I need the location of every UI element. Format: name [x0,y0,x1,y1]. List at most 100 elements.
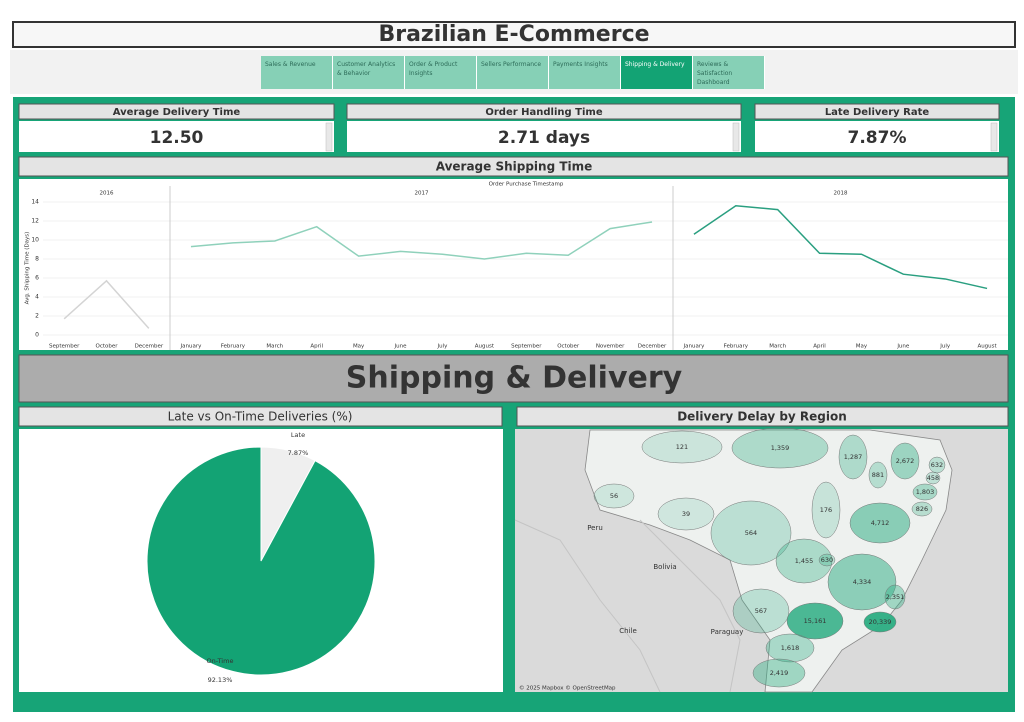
region-label: 2,351 [886,593,905,601]
kpi-header [18,103,335,120]
x-tick-label: January [180,344,203,350]
line-series [63,279,150,329]
kpi-header [346,103,742,120]
x-tick-label: November [596,344,625,350]
panel-label: 2016 [100,191,114,197]
region-shape [911,501,933,517]
kpi-box [19,121,334,152]
y-tick-label: 10 [31,237,39,244]
slice-label: On-Time [207,657,234,665]
slice-value: 7.87% [288,449,309,457]
line-series [693,205,988,290]
region-shape [827,553,897,611]
x-axis-title: Order Purchase Timestamp [489,182,564,188]
x-tick-label: June [896,344,910,350]
x-tick-label: May [856,344,868,350]
region-shape [593,483,635,509]
region-shape [838,434,868,480]
nav-tab[interactable]: Customer Analytics & Behavior [333,56,405,89]
x-tick-label: March [266,344,283,350]
x-tick-label: February [724,344,749,350]
region-label: 2,672 [896,457,915,465]
x-tick-label: May [353,344,365,350]
slice-label: Late [291,431,305,439]
region-label: 564 [745,529,757,537]
nav-tab[interactable]: Payments Insights [549,56,621,89]
scrollbar [990,122,998,152]
section-title: Shipping & Delivery [346,361,683,396]
region-label: 1,455 [795,557,814,565]
line-chart-area [19,179,1008,350]
nav-tab[interactable]: Reviews & Satisfaction Dashboard [693,56,765,89]
region-shape [732,588,790,634]
region-shape [849,502,911,544]
x-tick-label: September [511,344,542,350]
y-tick-label: 2 [35,313,39,320]
nav-tab[interactable]: Order & Product Insights [405,56,477,89]
place-label: Chile [619,627,637,635]
header-box [12,21,1016,48]
nav-tab[interactable]: Sales & Revenue [261,56,333,89]
region-label: 826 [916,505,928,513]
border-line [639,519,741,693]
x-tick-label: June [394,344,408,350]
x-tick-label: December [135,344,164,350]
region-label: 56 [610,492,618,500]
panel-label: 2018 [834,191,848,197]
region-label: 1,803 [916,488,935,496]
region-label: 458 [927,474,939,482]
region-shape [863,611,897,633]
section-banner [18,354,1009,403]
scrollbar [732,122,740,152]
chart-title: Late vs On-Time Deliveries (%) [168,410,353,424]
panel-label: 2017 [415,191,429,197]
region-label: 15,161 [804,617,827,625]
region-label: 4,334 [853,578,872,586]
slice-value: 92.13% [208,676,233,684]
x-tick-label: April [310,344,323,350]
region-shape [884,584,906,610]
map-attribution: © 2025 Mapbox © OpenStreetMap [519,685,616,692]
region-shape [775,538,833,584]
line-series [190,221,653,260]
region-shape [890,442,920,480]
x-tick-label: December [638,344,667,350]
x-tick-label: September [49,344,80,350]
x-tick-label: July [939,344,951,350]
page-title: Brazilian E-Commerce [378,22,649,47]
kpi-value: 12.50 [150,128,204,148]
kpi-header [754,103,1000,120]
x-tick-label: October [95,344,118,350]
region-shape [912,483,938,501]
place-label: Peru [587,524,603,532]
place-label: Paraguay [711,628,744,636]
chart-header [516,406,1009,427]
kpi-label: Average Delivery Time [113,107,241,118]
region-label: 176 [820,506,832,514]
region-label: 20,339 [869,618,892,626]
y-tick-label: 14 [31,199,39,206]
x-tick-label: April [813,344,826,350]
region-label: 567 [755,607,767,615]
x-tick-label: January [683,344,706,350]
region-shape [752,658,806,688]
region-shape [765,633,815,663]
region-label: 630 [821,556,833,564]
chart-header [18,156,1009,177]
x-tick-label: August [475,344,495,350]
region-shape [925,471,941,485]
nav-tab[interactable]: Shipping & Delivery [621,56,693,89]
y-tick-label: 0 [35,332,39,339]
region-shape [641,430,723,464]
nav-tab[interactable]: Sellers Performance [477,56,549,89]
region-label: 2,419 [770,669,789,677]
region-shape [710,500,792,566]
region-shape [786,602,844,640]
kpi-value: 7.87% [848,128,907,148]
region-shape [868,461,888,489]
x-tick-label: August [977,344,997,350]
chart-title: Average Shipping Time [436,160,593,174]
place-label: Bolivia [653,563,676,571]
region-label: 121 [676,443,688,451]
